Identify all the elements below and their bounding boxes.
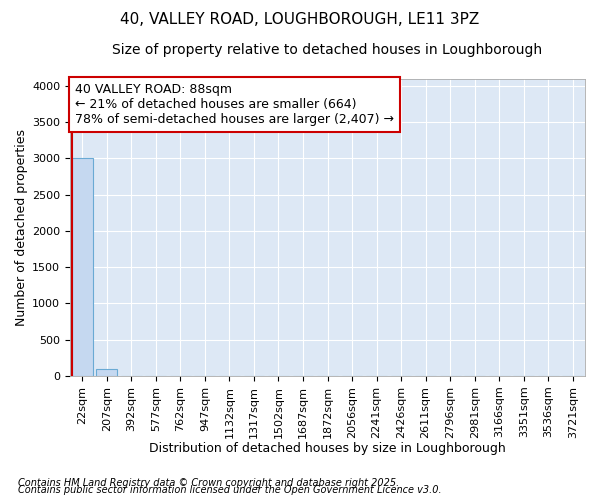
Bar bbox=[72, 158, 92, 376]
X-axis label: Distribution of detached houses by size in Loughborough: Distribution of detached houses by size … bbox=[149, 442, 506, 455]
Text: 40 VALLEY ROAD: 88sqm
← 21% of detached houses are smaller (664)
78% of semi-det: 40 VALLEY ROAD: 88sqm ← 21% of detached … bbox=[75, 83, 394, 126]
Text: Contains HM Land Registry data © Crown copyright and database right 2025.: Contains HM Land Registry data © Crown c… bbox=[18, 478, 399, 488]
Text: 40, VALLEY ROAD, LOUGHBOROUGH, LE11 3PZ: 40, VALLEY ROAD, LOUGHBOROUGH, LE11 3PZ bbox=[121, 12, 479, 28]
Bar bbox=[97, 368, 117, 376]
Title: Size of property relative to detached houses in Loughborough: Size of property relative to detached ho… bbox=[112, 42, 542, 56]
Y-axis label: Number of detached properties: Number of detached properties bbox=[15, 128, 28, 326]
Text: Contains public sector information licensed under the Open Government Licence v3: Contains public sector information licen… bbox=[18, 485, 442, 495]
